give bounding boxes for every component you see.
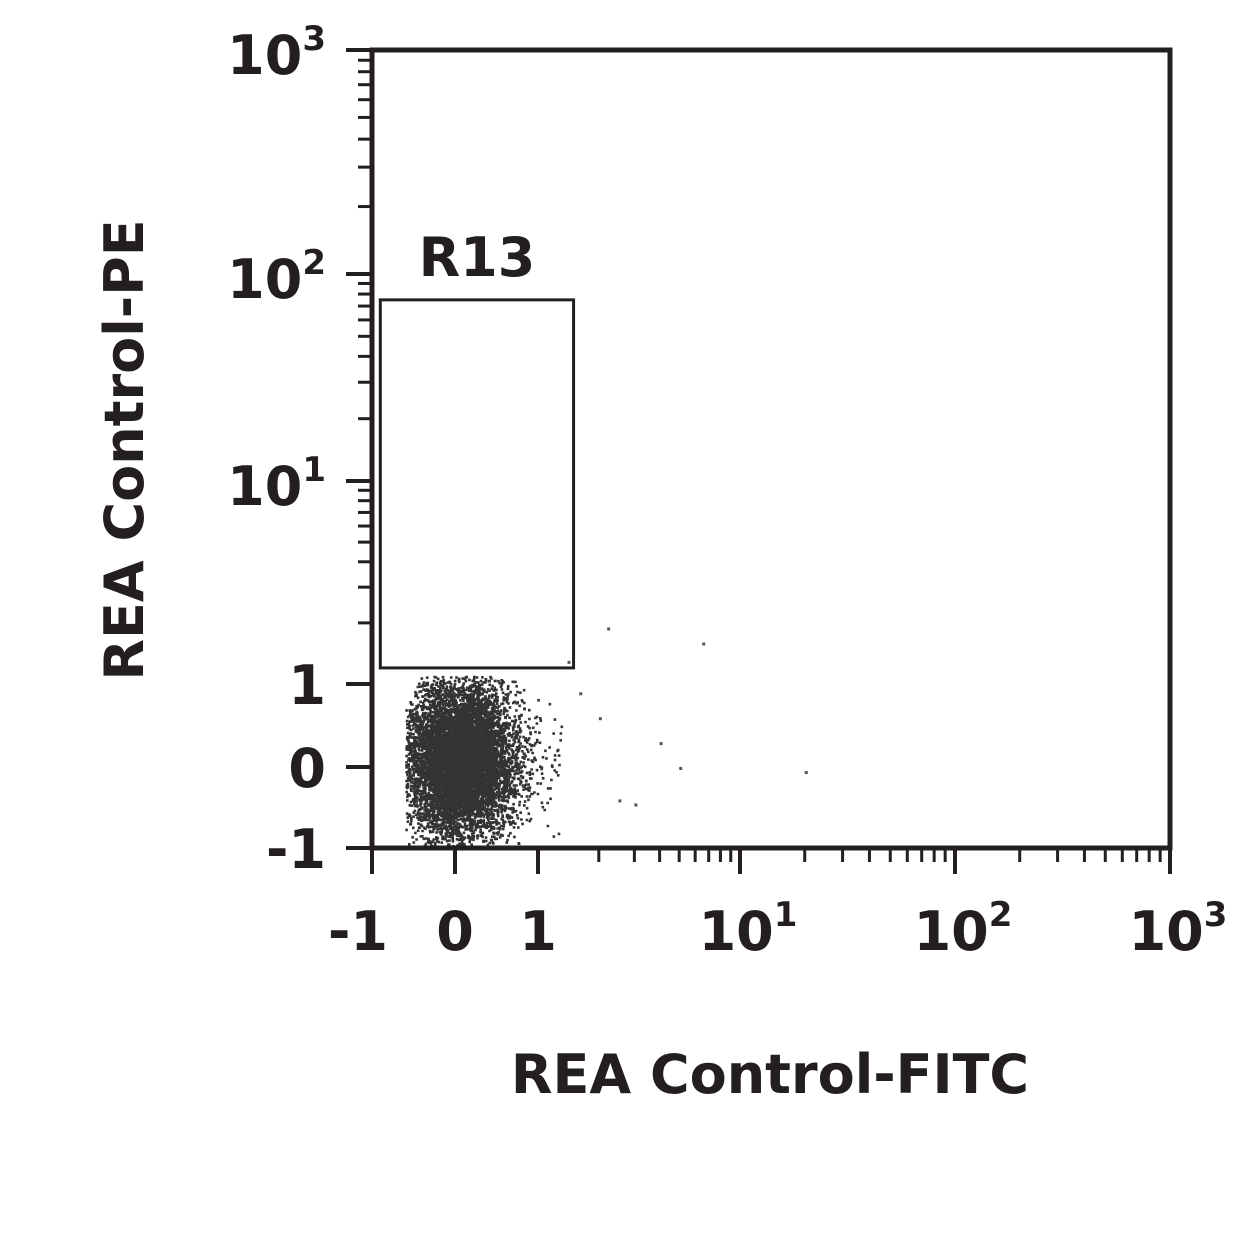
x-tick-label: -1	[328, 900, 388, 963]
x-tick-label: 103	[1129, 895, 1228, 963]
gates: R13	[378, 226, 576, 670]
population-dots	[405, 675, 564, 851]
outlier-point	[598, 717, 602, 721]
y-tick-label: 103	[227, 19, 326, 87]
x-axis-ticks	[370, 848, 1172, 874]
y-axis-tick-labels: -1 0 1 101 102 103	[227, 19, 326, 881]
x-axis-title: REA Control-FITC	[511, 1043, 1029, 1106]
outlier-point	[634, 803, 638, 807]
outlier-point	[607, 627, 611, 631]
outlier-point	[659, 742, 663, 746]
outlier-point	[567, 660, 571, 664]
y-tick-label: 101	[227, 450, 326, 518]
outlier-point	[679, 767, 683, 770]
x-tick-label: 101	[699, 895, 798, 963]
event-dots	[405, 675, 564, 851]
plot-frame	[369, 47, 1173, 851]
outlier-point	[579, 692, 583, 696]
y-tick-label: 0	[288, 737, 326, 800]
x-axis-tick-labels: -1 0 1 101 102 103	[328, 895, 1227, 963]
y-tick-label: -1	[266, 818, 326, 881]
outlier-point	[804, 771, 808, 775]
outlier-events	[567, 627, 808, 807]
x-tick-label: 102	[914, 895, 1013, 963]
outlier-point	[618, 799, 622, 803]
x-tick-label: 0	[436, 900, 474, 963]
outlier-point	[702, 642, 706, 646]
gate-label: R13	[419, 226, 536, 289]
y-axis-ticks	[346, 48, 372, 850]
y-axis-title: REA Control-PE	[93, 219, 156, 680]
x-tick-label: 1	[519, 900, 557, 963]
y-tick-label: 1	[288, 654, 326, 717]
y-tick-label: 102	[227, 243, 326, 311]
gate-region	[378, 298, 576, 670]
